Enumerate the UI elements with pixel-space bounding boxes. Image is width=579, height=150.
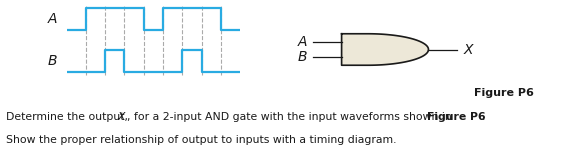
Text: $X$: $X$ — [463, 42, 475, 57]
Text: Show the proper relationship of output to inputs with a timing diagram.: Show the proper relationship of output t… — [6, 135, 396, 145]
Text: Figure P6: Figure P6 — [427, 112, 485, 122]
Text: $A$: $A$ — [297, 35, 308, 49]
Polygon shape — [342, 34, 428, 65]
Text: .: . — [482, 112, 485, 122]
Text: Figure P6: Figure P6 — [474, 88, 534, 99]
Text: $A$: $A$ — [47, 12, 58, 26]
Text: $B$: $B$ — [47, 54, 58, 68]
Text: , for a 2-input AND gate with the input waveforms shown in: , for a 2-input AND gate with the input … — [127, 112, 456, 122]
Text: $B$: $B$ — [298, 50, 308, 64]
Text: X: X — [118, 112, 125, 122]
Text: Determine the output,: Determine the output, — [6, 112, 131, 122]
